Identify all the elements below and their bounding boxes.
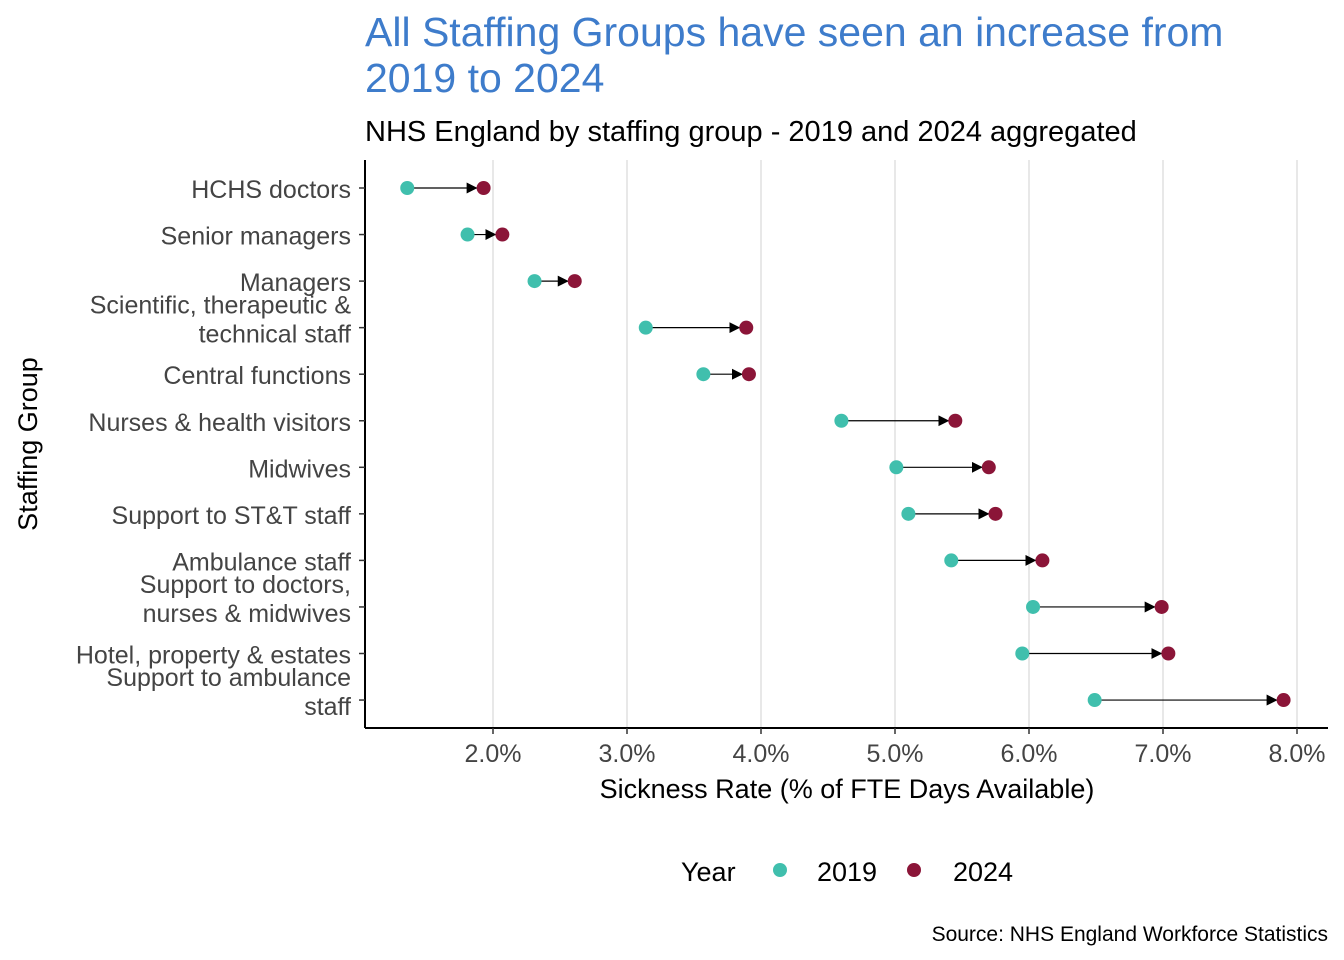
point-2024 <box>495 227 510 242</box>
y-axis-title: Staffing Group <box>13 357 43 531</box>
x-tick-label: 5.0% <box>867 740 924 768</box>
point-2019 <box>834 413 849 428</box>
x-tick-label: 2.0% <box>465 740 522 768</box>
x-tick-label: 6.0% <box>1001 740 1058 768</box>
y-tick-label: staff <box>304 693 351 721</box>
point-2019 <box>696 367 711 382</box>
point-2019 <box>901 506 916 521</box>
y-tick-label: nurses & midwives <box>143 600 351 628</box>
point-2019 <box>460 227 475 242</box>
point-2019 <box>527 274 542 289</box>
y-tick-label: Support to doctors, <box>140 571 351 599</box>
point-2024 <box>948 413 963 428</box>
point-2019 <box>944 553 959 568</box>
x-tick-label: 8.0% <box>1269 740 1326 768</box>
source-caption: Source: NHS England Workforce Statistics <box>932 923 1328 946</box>
legend-label-2024: 2024 <box>953 857 1013 887</box>
point-2019 <box>1087 693 1102 708</box>
legend-title: Year <box>681 857 736 887</box>
y-tick-label: Central functions <box>163 362 351 390</box>
y-tick-label: Hotel, property & estates <box>76 642 351 670</box>
legend-label-2019: 2019 <box>817 857 877 887</box>
x-tick-labels: 2.0% 3.0% 4.0% 5.0% 6.0% 7.0% 8.0% <box>465 728 1326 768</box>
y-tick-label: Scientific, therapeutic & <box>90 292 352 320</box>
y-tick-label: Nurses & health visitors <box>88 409 351 437</box>
point-2024 <box>1154 599 1169 614</box>
x-axis-title: Sickness Rate (% of FTE Days Available) <box>600 774 1095 804</box>
gridlines <box>492 160 1298 728</box>
legend-swatch-2024 <box>907 863 921 877</box>
point-2024 <box>1276 693 1291 708</box>
y-tick-label: Support to ambulance <box>106 664 351 692</box>
data-marks <box>400 181 1291 708</box>
x-tick-label: 3.0% <box>599 740 656 768</box>
point-2019 <box>638 320 653 335</box>
point-2024 <box>567 274 582 289</box>
point-2024 <box>981 460 996 475</box>
point-2024 <box>476 181 491 195</box>
point-2024 <box>739 320 754 335</box>
legend-swatch-2019 <box>773 863 787 877</box>
point-2024 <box>1161 646 1176 661</box>
point-2019 <box>889 460 904 475</box>
y-tick-label: Midwives <box>248 455 351 483</box>
point-2019 <box>1026 599 1041 614</box>
y-tick-label: Support to ST&T staff <box>112 502 352 530</box>
point-2024 <box>1035 553 1050 568</box>
point-2024 <box>988 506 1003 521</box>
y-tick-label: technical staff <box>199 321 351 349</box>
chart-title-line1: All Staffing Groups have seen an increas… <box>365 9 1223 55</box>
y-tick-label: Senior managers <box>161 223 351 251</box>
y-tick-labels: HCHS doctors Senior managers ManagersScien… <box>76 176 365 721</box>
point-2019 <box>1015 646 1030 661</box>
point-2024 <box>741 367 756 382</box>
y-tick-label: HCHS doctors <box>191 176 351 204</box>
x-tick-label: 4.0% <box>733 740 790 768</box>
x-tick-label: 7.0% <box>1135 740 1192 768</box>
chart-subtitle: NHS England by staffing group - 2019 and… <box>365 116 1137 148</box>
point-2019 <box>400 181 415 195</box>
y-tick-label: Managers <box>240 269 351 297</box>
chart-title-line2: 2019 to 2024 <box>365 55 604 101</box>
y-tick-label: Ambulance staff <box>172 548 351 576</box>
legend: Year 2019 2024 <box>681 857 1013 887</box>
